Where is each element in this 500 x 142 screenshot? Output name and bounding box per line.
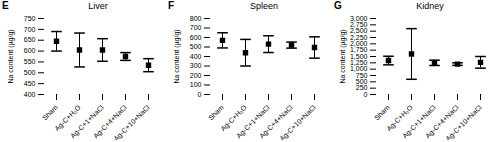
svg-text:100: 100 — [190, 81, 202, 88]
html-text:Liver: Liver — [88, 1, 108, 11]
svg-text:2,250: 2,250 — [350, 34, 368, 41]
svg-text:Sham: Sham — [41, 104, 59, 122]
html-text:F: F — [168, 0, 175, 11]
svg-text:500: 500 — [190, 43, 202, 50]
svg-text:1,500: 1,500 — [350, 53, 368, 60]
svg-text:400: 400 — [190, 53, 202, 60]
svg-text:250: 250 — [356, 84, 368, 91]
svg-text:0: 0 — [364, 91, 368, 98]
svg-text:400: 400 — [24, 91, 36, 98]
svg-text:700: 700 — [24, 26, 36, 33]
svg-text:Na content (µg/g): Na content (µg/g) — [173, 29, 181, 83]
svg-text:550: 550 — [24, 58, 36, 65]
svg-text:450: 450 — [24, 80, 36, 87]
html-text:E: E — [2, 0, 9, 11]
svg-text:Ag-C+10+NaCl: Ag-C+10+NaCl — [278, 103, 318, 140]
html-text:Spleen: Spleen — [250, 1, 278, 11]
html-text:G: G — [334, 0, 342, 11]
svg-text:600: 600 — [190, 34, 202, 41]
svg-text:600: 600 — [24, 47, 36, 54]
svg-text:Sham: Sham — [207, 104, 225, 122]
svg-text:2,750: 2,750 — [350, 21, 368, 28]
svg-text:Na content (µg/g): Na content (µg/g) — [339, 29, 347, 83]
svg-text:650: 650 — [24, 36, 36, 43]
svg-text:1,000: 1,000 — [350, 65, 368, 72]
svg-text:500: 500 — [24, 69, 36, 76]
svg-text:Ag-C+10+NaCl: Ag-C+10+NaCl — [444, 103, 484, 140]
svg-text:750: 750 — [24, 15, 36, 22]
svg-text:750: 750 — [356, 72, 368, 79]
svg-text:800: 800 — [190, 15, 202, 22]
svg-text:1,750: 1,750 — [350, 46, 368, 53]
svg-text:200: 200 — [190, 72, 202, 79]
svg-text:500: 500 — [356, 78, 368, 85]
svg-text:2,000: 2,000 — [350, 40, 368, 47]
svg-text:3,000: 3,000 — [350, 15, 368, 22]
svg-text:Ag-C+H₂O: Ag-C+H₂O — [53, 103, 82, 133]
svg-text:Na content (µg/g): Na content (µg/g) — [7, 29, 15, 83]
svg-text:Ag-C+10+NaCl: Ag-C+10+NaCl — [112, 103, 152, 140]
svg-text:Ag-C+H₂O: Ag-C+H₂O — [385, 103, 414, 133]
svg-text:1,250: 1,250 — [350, 59, 368, 66]
html-text:Kidney: Kidney — [416, 1, 444, 11]
svg-text:Sham: Sham — [373, 104, 391, 122]
svg-text:0: 0 — [198, 91, 202, 98]
svg-text:2,500: 2,500 — [350, 27, 368, 34]
svg-text:700: 700 — [190, 24, 202, 31]
svg-text:300: 300 — [190, 62, 202, 69]
svg-text:Ag-C+H₂O: Ag-C+H₂O — [219, 103, 248, 133]
